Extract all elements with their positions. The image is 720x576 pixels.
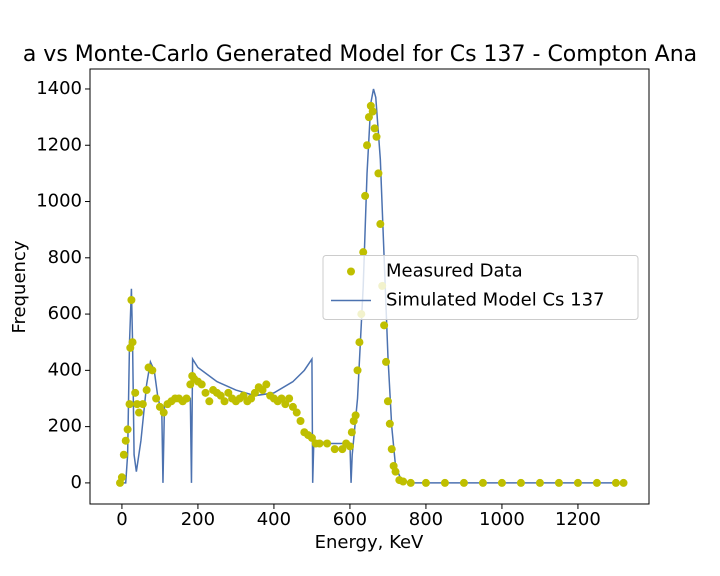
data-point <box>224 388 233 397</box>
data-point <box>159 408 168 417</box>
data-point <box>125 400 134 409</box>
data-point <box>119 450 128 459</box>
x-tick-label: 200 <box>181 509 215 530</box>
data-point <box>421 478 430 487</box>
data-point <box>364 113 373 122</box>
data-point <box>372 132 381 141</box>
legend-label: Simulated Model Cs 137 <box>386 290 604 311</box>
data-point <box>307 433 316 442</box>
legend-box <box>322 255 639 320</box>
data-point <box>338 445 347 454</box>
data-point <box>197 380 206 389</box>
y-tick-label: 600 <box>48 303 82 324</box>
data-point <box>380 321 389 330</box>
data-point <box>387 445 396 454</box>
data-point <box>497 478 506 487</box>
data-point <box>258 386 267 395</box>
data-point <box>592 478 601 487</box>
data-point <box>315 439 324 448</box>
x-tick-label: 1200 <box>555 509 601 530</box>
data-point <box>281 400 290 409</box>
data-point <box>152 394 161 403</box>
data-point <box>201 388 210 397</box>
data-point <box>459 478 468 487</box>
data-point <box>374 169 383 178</box>
y-tick-label: 1400 <box>36 78 82 99</box>
data-point <box>347 428 356 437</box>
data-point <box>138 400 147 409</box>
data-point <box>391 467 400 476</box>
data-point <box>359 248 368 257</box>
data-point <box>370 124 379 133</box>
x-tick-label: 800 <box>409 509 443 530</box>
data-point <box>127 296 136 305</box>
y-tick-label: 800 <box>48 247 82 268</box>
data-point <box>262 380 271 389</box>
data-point <box>292 408 301 417</box>
data-point <box>250 388 259 397</box>
x-tick-label: 600 <box>333 509 367 530</box>
y-tick-label: 0 <box>71 472 82 493</box>
y-tick-label: 200 <box>48 416 82 437</box>
x-tick-label: 400 <box>257 509 291 530</box>
data-point <box>382 357 391 366</box>
x-tick-label: 1000 <box>479 509 525 530</box>
data-point <box>117 473 126 482</box>
data-point <box>285 394 294 403</box>
data-point <box>330 445 339 454</box>
data-point <box>361 191 370 200</box>
data-point <box>406 478 415 487</box>
data-point <box>353 366 362 375</box>
data-point <box>155 402 164 411</box>
data-point <box>288 402 297 411</box>
data-point <box>323 439 332 448</box>
data-point <box>619 478 628 487</box>
data-point <box>611 478 620 487</box>
data-point <box>554 478 563 487</box>
data-point <box>247 394 256 403</box>
data-point <box>355 338 364 347</box>
data-point <box>128 338 137 347</box>
data-point <box>205 397 214 406</box>
x-tick-label: 0 <box>116 509 127 530</box>
y-tick-label: 1000 <box>36 191 82 212</box>
data-point <box>277 394 286 403</box>
data-point <box>216 391 225 400</box>
data-point <box>383 397 392 406</box>
data-point <box>123 425 132 434</box>
data-point <box>573 478 582 487</box>
data-point <box>135 408 144 417</box>
data-point <box>363 141 372 150</box>
data-point <box>376 220 385 229</box>
data-point <box>296 416 305 425</box>
data-point <box>142 386 151 395</box>
data-point <box>148 366 157 375</box>
data-point <box>186 380 195 389</box>
data-point <box>351 411 360 420</box>
data-point <box>345 442 354 451</box>
data-point <box>131 388 140 397</box>
chart-title: a vs Monte-Carlo Generated Model for Cs … <box>23 42 697 67</box>
plot-frame <box>89 68 650 505</box>
data-point <box>516 478 525 487</box>
data-point <box>133 400 142 409</box>
y-axis-label: Frequency <box>9 240 30 333</box>
y-tick-label: 400 <box>48 359 82 380</box>
data-point <box>399 477 408 486</box>
model-line <box>118 88 624 484</box>
x-axis-label: Energy, KeV <box>315 532 424 553</box>
data-point <box>220 397 229 406</box>
data-point <box>440 478 449 487</box>
data-point <box>385 419 394 428</box>
y-tick-label: 1200 <box>36 134 82 155</box>
legend-marker <box>347 267 355 276</box>
data-point <box>368 107 377 116</box>
data-point <box>121 436 130 445</box>
data-point <box>182 394 191 403</box>
data-point <box>478 478 487 487</box>
data-point <box>535 478 544 487</box>
legend-label: Measured Data <box>386 261 523 282</box>
data-point <box>239 391 248 400</box>
